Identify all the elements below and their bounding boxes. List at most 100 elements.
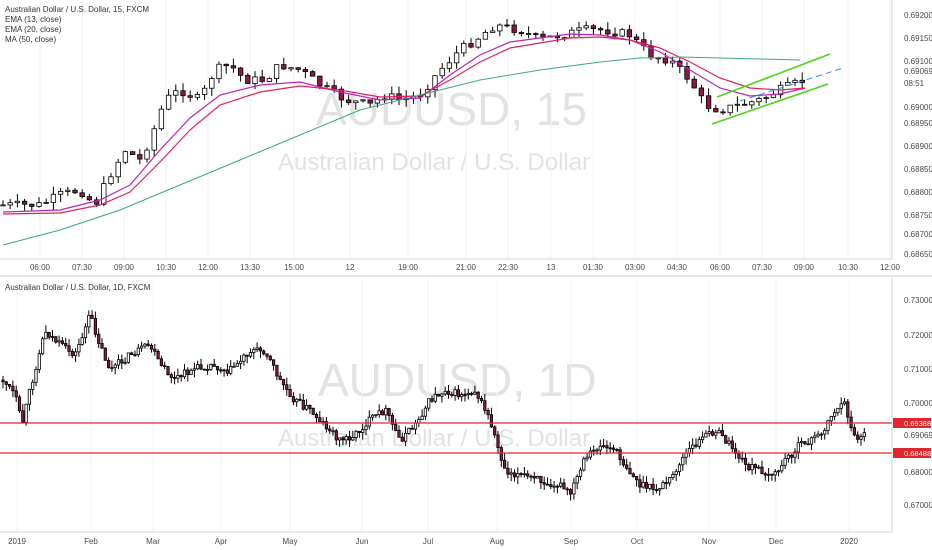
bottom-candle	[717, 430, 721, 434]
bottom-candle	[790, 454, 794, 458]
time-tick-label: 06:00	[30, 263, 51, 272]
last-price-box	[893, 67, 931, 76]
top-candle	[345, 99, 352, 104]
bottom-candle	[314, 414, 319, 419]
bottom-candle	[684, 452, 688, 458]
bottom-candle	[585, 456, 589, 460]
price-tick-label: 0.69150	[904, 34, 932, 43]
bottom-candle	[598, 445, 602, 451]
bottom-candle	[826, 420, 830, 431]
bottom-candle	[275, 364, 279, 377]
bottom-candle	[252, 349, 256, 353]
bottom-candle	[57, 340, 61, 343]
bottom-candle	[446, 390, 451, 395]
top-candle	[432, 75, 438, 91]
top-candle	[281, 64, 287, 70]
bottom-candle	[493, 426, 497, 436]
bottom-candle	[644, 482, 649, 489]
top-candle	[93, 199, 100, 205]
bottom-candle	[536, 475, 540, 479]
bottom-candle	[846, 401, 850, 418]
bottom-candle	[611, 447, 616, 450]
bottom-candle	[192, 368, 196, 371]
top-candle	[756, 98, 762, 103]
watermark-symbol: AUDUSD, 15	[316, 83, 587, 135]
top-candle	[216, 63, 222, 79]
bottom-candle	[803, 441, 807, 445]
top-time-axis[interactable]: 06:00 07:30 09:00 10:30 12:00 13:30 15:00 12 19:…	[30, 263, 901, 272]
top-candle	[302, 69, 309, 73]
bottom-candle	[202, 368, 206, 371]
top-candle	[360, 99, 366, 102]
bottom-candle	[337, 437, 342, 441]
top-candle	[626, 29, 633, 38]
level-tag	[893, 448, 931, 458]
bottom-candle	[440, 393, 444, 397]
time-tick-label: 12	[346, 263, 355, 272]
top-title: Australian Dollar / U.S. Dollar, 15, FXC…	[5, 5, 149, 14]
bottom-candle	[796, 442, 800, 453]
bottom-candle	[103, 347, 107, 361]
bottom-candle	[143, 343, 147, 347]
bottom-candle	[235, 363, 239, 367]
bottom-candle	[542, 482, 546, 485]
bottom-candle	[334, 430, 338, 441]
bottom-candle	[430, 398, 434, 402]
bottom-candle	[856, 434, 860, 440]
top-candle	[129, 151, 136, 156]
bottom-candle	[324, 421, 329, 430]
bottom-candle	[783, 458, 787, 466]
bottom-candle	[100, 342, 104, 349]
bottom-candle	[34, 368, 38, 383]
bottom-candle	[74, 351, 78, 357]
top-candle	[14, 200, 21, 204]
bottom-candle	[413, 422, 418, 430]
top-candle	[245, 74, 251, 84]
bottom-candle	[565, 488, 569, 491]
bottom-candle	[743, 457, 748, 465]
bottom-candle	[344, 436, 348, 441]
top-candle	[331, 85, 337, 90]
bottom-candle	[809, 437, 814, 445]
bottom-candle	[489, 414, 494, 428]
bottom-candle	[31, 381, 35, 390]
level-tag-label: 0.69388	[904, 419, 931, 428]
bottom-candle	[397, 430, 401, 438]
bottom-candle	[288, 388, 292, 398]
top-candle	[50, 193, 57, 203]
bottom-candle	[608, 447, 612, 450]
bottom-candle	[486, 409, 490, 416]
bottom-candle	[189, 369, 193, 375]
bottom-candle	[262, 350, 266, 355]
bottom-candle	[819, 433, 824, 436]
bottom-candle	[635, 476, 639, 481]
bottom-candle	[502, 459, 507, 469]
time-tick-label: 12:00	[880, 263, 901, 272]
bottom-candle	[169, 374, 173, 378]
bottom-candle	[351, 436, 355, 441]
bottom-price-axis[interactable]: 0.73000 0.72000 0.71000 0.70000 0.68000 0.670…	[893, 296, 932, 510]
time-tick-label: Mar	[146, 537, 160, 546]
bottom-candle	[136, 347, 140, 356]
bottom-candle	[509, 472, 513, 475]
indicator-ema13: EMA (13, close)	[5, 15, 62, 24]
top-indicators	[2, 33, 806, 246]
top-candle	[108, 176, 114, 185]
bottom-candle	[387, 408, 391, 416]
top-candle	[259, 76, 265, 82]
top-candle	[72, 189, 78, 194]
bottom-candle	[232, 365, 236, 368]
bottom-candle	[271, 359, 276, 366]
top-price-axis[interactable]: 0.69200 0.69150 0.69100 0.69000 0.68950 0.689…	[893, 11, 932, 259]
bottom-candle	[116, 359, 121, 366]
bottom-candle	[710, 431, 715, 436]
top-candle	[230, 65, 237, 69]
top-candle	[475, 38, 481, 48]
watermark-name: Australian Dollar / U.S. Dollar	[278, 149, 590, 176]
bottom-candle	[453, 389, 457, 396]
bottom-time-axis[interactable]: 2019 Feb Mar Apr May Jun Jul Aug Sep Oct Nov Dec 202…	[8, 537, 858, 546]
bottom-candle	[450, 393, 454, 396]
bottom-candle	[242, 354, 246, 362]
time-tick-label: 07:30	[72, 263, 93, 272]
